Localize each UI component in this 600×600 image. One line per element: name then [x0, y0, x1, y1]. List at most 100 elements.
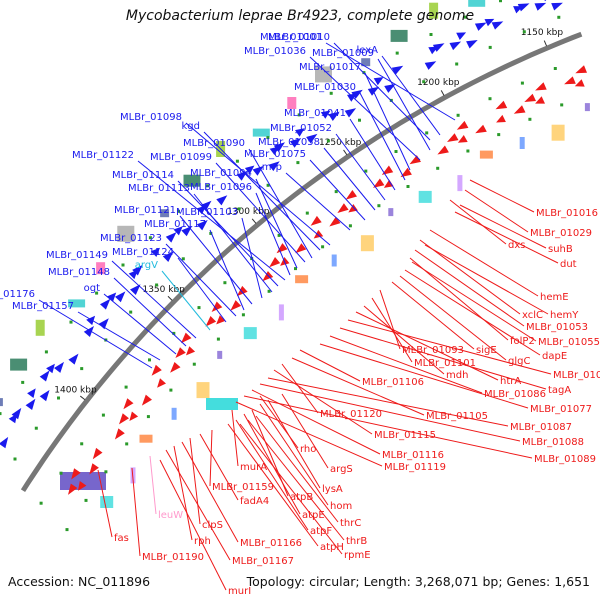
feature-block [519, 137, 525, 149]
label-leader-line [459, 204, 547, 249]
label-leader-line [469, 179, 535, 213]
forward-gene-arrow [328, 111, 340, 121]
feature-block [10, 358, 28, 371]
gc-marker [57, 396, 60, 400]
gene-label-reverse: MLBr_01159 [212, 482, 274, 493]
forward-gene-arrow [551, 2, 563, 11]
gene-label-reverse: MLBr_01093 [402, 345, 464, 356]
gene-label-reverse: rho [300, 444, 316, 455]
feature-block [217, 350, 223, 359]
gene-label-reverse: folP2 [510, 336, 535, 347]
reverse-gene-arrow [170, 362, 181, 373]
gene-label-reverse: MLBr_01077 [530, 404, 592, 415]
gene-label-reverse: clpS [202, 520, 223, 531]
feature-block [457, 175, 463, 192]
label-leader-line [347, 319, 552, 375]
reverse-gene-arrow [262, 271, 274, 282]
label-leader-line [411, 261, 537, 342]
genome-backbone [20, 31, 583, 493]
gene-label-forward: MLBr_01090 [183, 138, 245, 149]
forward-gene-arrow [68, 353, 79, 365]
feature-block [160, 209, 170, 218]
forward-gene-arrow [474, 22, 487, 31]
gene-label-reverse: MLBr_01105 [426, 411, 488, 422]
genome-backbone-arc [20, 31, 583, 493]
forward-gene-arrow [269, 146, 280, 156]
gene-label-reverse: xclC [522, 310, 543, 321]
reverse-gene-arrow [181, 332, 192, 344]
label-leader-line [285, 172, 351, 231]
label-leader-line [419, 239, 521, 315]
forward-gene-arrow [534, 2, 547, 11]
feature-block [551, 124, 565, 141]
label-leader-line [267, 399, 321, 489]
accession-text: Accession: NC_011896 [8, 574, 151, 589]
feature-block [206, 398, 238, 410]
label-leader-line [149, 455, 157, 515]
reverse-gene-arrow [269, 257, 281, 268]
feature-block [196, 382, 210, 399]
reverse-gene-arrow [157, 378, 166, 388]
feature-block [388, 208, 394, 217]
label-leader-line [103, 293, 177, 355]
gene-label-forward: MLBr_01113 [128, 183, 190, 194]
label-leader-line [414, 249, 525, 327]
forward-gene-arrow [384, 83, 396, 93]
gc-marker [348, 224, 352, 228]
gene-label-forward: MLBr_01041 [284, 108, 346, 119]
forward-gene-arrow [517, 3, 530, 12]
label-leader-line [215, 162, 306, 263]
label-leader-line [243, 395, 533, 459]
forward-gene-arrow [200, 200, 212, 211]
feature-block [361, 58, 371, 67]
feature-block [331, 254, 337, 267]
forward-gene-arrow [373, 77, 384, 86]
feature-block [100, 496, 114, 508]
gc-marker [104, 470, 108, 474]
gene-label-reverse: murA [240, 462, 267, 473]
ruler-tick-label: 1150 kbp [521, 28, 564, 38]
gene-label-forward: MLBr_01099 [150, 152, 212, 163]
feature-block [243, 327, 257, 340]
gc-marker [241, 313, 245, 317]
label-leader-line [231, 409, 239, 467]
forward-gene-arrow [273, 142, 285, 153]
gc-marker [321, 245, 325, 249]
gc-marker [277, 233, 281, 237]
reverse-gene-arrow [89, 463, 99, 475]
label-leader-line [349, 118, 396, 191]
gc-marker [297, 113, 301, 117]
forward-gene-arrow [347, 93, 357, 102]
gc-marker [148, 236, 152, 240]
label-leader-line [161, 270, 211, 331]
label-leader-line [335, 133, 386, 201]
genome-summary-text: Topology: circular; Length: 3,268,071 bp… [246, 574, 590, 589]
feature-block [171, 407, 177, 420]
gc-marker [266, 183, 270, 187]
gene-label-forward: MLBr_01009 [312, 48, 374, 59]
gene-label-reverse: MLBr_01087 [510, 422, 572, 433]
ruler-tick-mark [251, 218, 257, 224]
gene-label-reverse: htrA [500, 376, 521, 387]
feature-block [183, 174, 201, 187]
feature-block [0, 398, 3, 407]
gc-marker [21, 380, 25, 384]
gene-label-forward: argV [135, 260, 158, 271]
forward-gene-arrow [25, 398, 36, 410]
reverse-gene-arrow [186, 346, 196, 356]
reverse-gene-arrow [119, 413, 129, 425]
gc-marker [80, 367, 84, 371]
gene-label-reverse: atpF [310, 526, 332, 537]
reverse-gene-arrow [68, 483, 78, 495]
gc-marker [69, 320, 73, 324]
reverse-gene-arrow [236, 285, 248, 297]
gc-marker [466, 149, 470, 153]
label-leader-line [77, 311, 161, 361]
gene-label-reverse: dut [560, 259, 577, 270]
gene-label-reverse: sigE [476, 345, 497, 356]
gene-label-reverse: glgC [508, 356, 530, 367]
gene-label-reverse: leuW [158, 510, 183, 521]
forward-gene-arrow [344, 108, 357, 118]
forward-gene-arrow [165, 232, 177, 243]
gc-marker [124, 385, 128, 389]
